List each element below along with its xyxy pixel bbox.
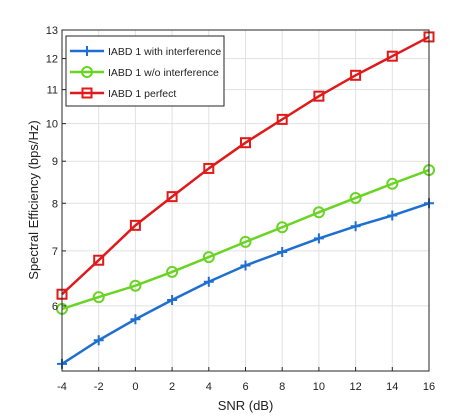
x-axis-ticks: -4 -2 0 2 4 6 8 10 12 14 16 (57, 367, 435, 393)
data-point (129, 219, 141, 231)
y-tick-label: 11 (47, 85, 58, 97)
data-point (350, 221, 361, 232)
data-point (166, 191, 178, 203)
data-point (276, 113, 288, 125)
x-tick-label: 2 (169, 381, 175, 393)
data-point (203, 162, 215, 174)
series-line (61, 168, 430, 311)
y-axis-ticks: 6 7 8 9 10 11 12 13 (46, 25, 66, 313)
data-point (350, 69, 362, 81)
y-axis-label: Spectral Efficiency (bps/Hz) (26, 120, 41, 279)
data-point (276, 221, 289, 234)
x-tick-label: -4 (57, 381, 67, 393)
y-tick-label: 8 (52, 198, 58, 210)
data-point (387, 210, 398, 221)
y-tick-label: 12 (46, 54, 58, 66)
x-tick-label: 4 (206, 381, 212, 393)
y-tick-label: 7 (52, 246, 58, 258)
x-tick-label: 14 (386, 381, 398, 393)
x-tick-label: 0 (132, 381, 138, 393)
data-point (203, 276, 214, 287)
data-point (92, 291, 105, 304)
x-axis-label: SNR (dB) (218, 398, 274, 413)
data-point (313, 90, 325, 102)
data-point (240, 260, 251, 271)
data-point (129, 279, 142, 292)
data-point (277, 246, 288, 257)
data-point (167, 295, 178, 306)
x-tick-label: -2 (94, 381, 104, 393)
x-tick-label: 16 (423, 381, 435, 393)
data-point (202, 251, 215, 264)
data-point (386, 50, 398, 62)
legend-swatch-marker (82, 46, 92, 56)
data-point (313, 233, 324, 244)
data-point (93, 254, 105, 266)
x-tick-label: 6 (242, 381, 248, 393)
y-tick-label: 13 (46, 25, 58, 37)
legend-swatch-marker (81, 66, 93, 78)
legend-swatch-marker (81, 87, 93, 99)
data-point (386, 177, 399, 190)
x-tick-label: 8 (279, 381, 285, 393)
data-point (349, 191, 362, 204)
data-point (93, 335, 104, 346)
data-point (239, 235, 252, 248)
legend-label: IABD 1 perfect (108, 88, 176, 100)
y-tick-label: 9 (52, 156, 58, 168)
data-point (312, 206, 325, 219)
x-tick-label: 10 (313, 381, 325, 393)
y-tick-label: 6 (52, 301, 58, 313)
legend: IABD 1 with interference IABD 1 w/o inter… (65, 35, 225, 107)
legend-label: IABD 1 with interference (108, 46, 221, 58)
data-point (166, 265, 179, 278)
x-tick-label: 12 (349, 381, 361, 393)
y-tick-label: 10 (46, 119, 58, 131)
legend-label: IABD 1 w/o interference (108, 67, 219, 79)
data-point (240, 137, 251, 149)
series-line (61, 35, 430, 296)
data-point (130, 314, 141, 325)
